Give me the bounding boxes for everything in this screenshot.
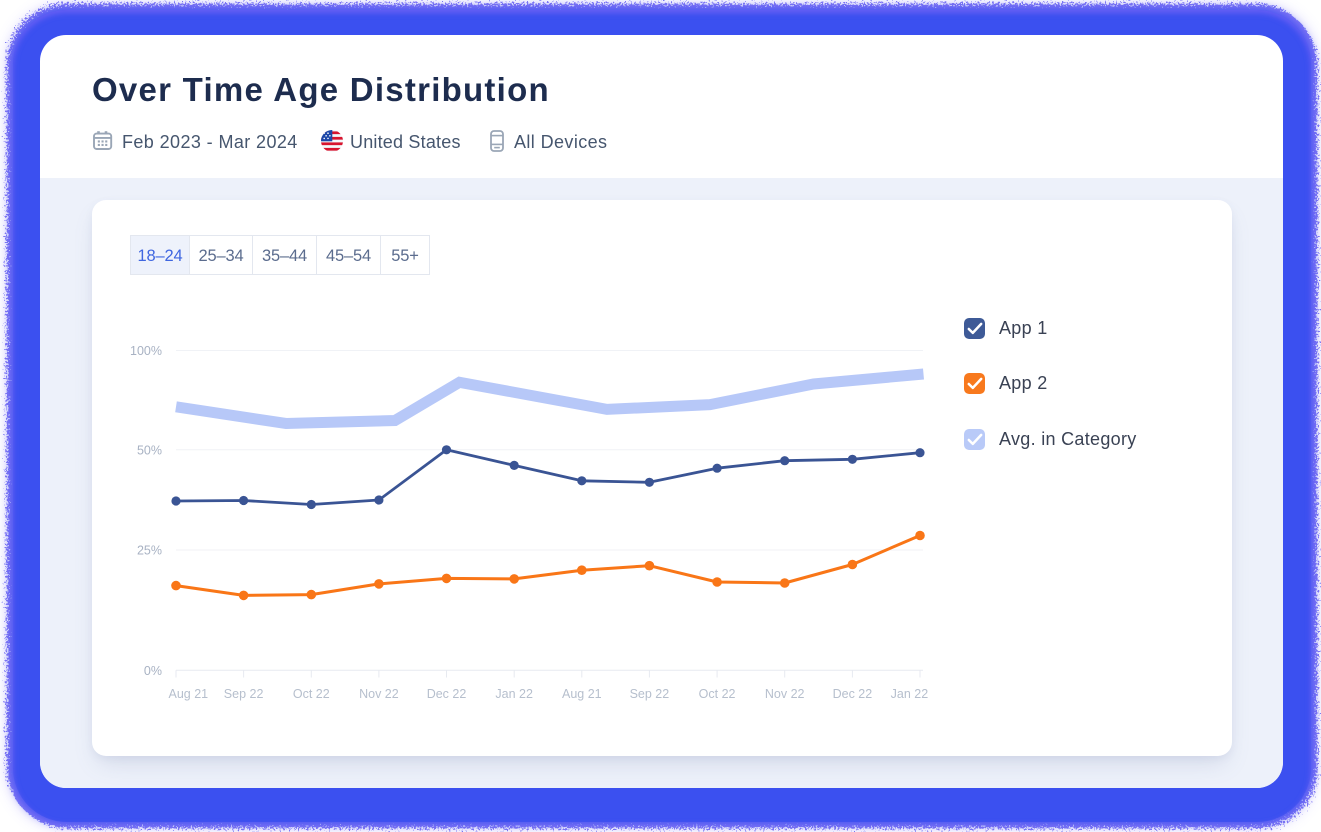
svg-text:Nov 22: Nov 22 <box>765 687 805 701</box>
svg-text:Dec 22: Dec 22 <box>427 687 467 701</box>
svg-text:Aug 21: Aug 21 <box>168 687 208 701</box>
svg-text:Sep 22: Sep 22 <box>630 687 670 701</box>
svg-text:0%: 0% <box>144 664 162 678</box>
svg-text:50%: 50% <box>137 443 162 457</box>
svg-text:Jan 22: Jan 22 <box>495 687 533 701</box>
svg-text:Jan 22: Jan 22 <box>891 687 929 701</box>
svg-text:25%: 25% <box>137 544 162 558</box>
svg-text:Dec 22: Dec 22 <box>833 687 873 701</box>
svg-text:Oct 22: Oct 22 <box>699 687 736 701</box>
svg-text:Aug 21: Aug 21 <box>562 687 602 701</box>
svg-text:Oct 22: Oct 22 <box>293 687 330 701</box>
svg-text:Nov 22: Nov 22 <box>359 687 399 701</box>
svg-text:Sep 22: Sep 22 <box>224 687 264 701</box>
svg-text:100%: 100% <box>130 344 162 358</box>
